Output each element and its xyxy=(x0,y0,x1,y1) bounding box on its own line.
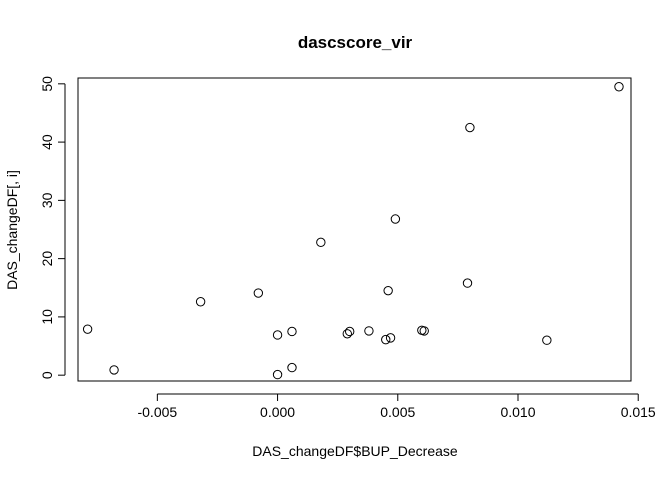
y-tick-label: 10 xyxy=(39,309,55,325)
x-tick-label: 0.010 xyxy=(500,404,535,420)
data-point xyxy=(272,330,283,340)
y-tick-label: 40 xyxy=(39,134,55,150)
x-tick-label: 0.005 xyxy=(380,404,415,420)
data-point xyxy=(344,326,355,337)
data-point xyxy=(316,237,326,248)
data-point xyxy=(342,329,352,339)
y-tick-label: 0 xyxy=(39,371,55,379)
y-tick-label: 50 xyxy=(39,76,55,92)
x-tick-label: -0.005 xyxy=(137,404,177,420)
data-point xyxy=(109,365,119,375)
data-point xyxy=(272,369,283,380)
data-point xyxy=(462,278,473,288)
x-tick-label: 0.015 xyxy=(621,404,656,420)
data-point xyxy=(419,326,429,336)
data-point xyxy=(287,362,297,373)
data-point xyxy=(385,333,396,343)
plot-frame xyxy=(77,77,632,382)
y-axis-label: DAS_changeDF[, i] xyxy=(4,170,20,290)
data-point xyxy=(542,335,552,345)
x-axis: -0.005 0.000 0.005 0.010 0.015 xyxy=(137,393,656,420)
data-point xyxy=(465,122,475,133)
data-point xyxy=(383,285,393,296)
chart-title: dascscore_vir xyxy=(298,33,413,52)
y-tick-label: 30 xyxy=(39,192,55,208)
data-point xyxy=(287,326,297,337)
data-point xyxy=(390,214,401,224)
data-point xyxy=(195,297,206,307)
x-tick-label: 0.000 xyxy=(260,404,295,420)
data-point xyxy=(253,288,264,298)
x-axis-label: DAS_changeDF$BUP_Decrease xyxy=(252,443,458,459)
data-point xyxy=(82,324,93,334)
data-point xyxy=(381,334,391,345)
data-points xyxy=(82,82,624,380)
y-axis: 0 10 20 30 40 50 xyxy=(39,76,66,379)
y-tick-label: 20 xyxy=(39,251,55,267)
data-point xyxy=(364,326,374,336)
data-point xyxy=(614,82,624,92)
